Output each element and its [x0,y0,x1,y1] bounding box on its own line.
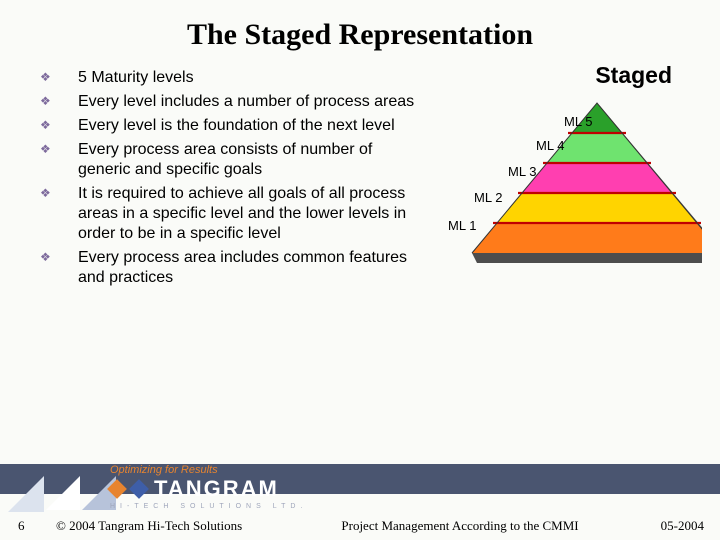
bullet-item: Every process area includes common featu… [40,248,428,288]
page-title: The Staged Representation [0,0,720,52]
logo-square-icon [107,479,127,499]
bullet-list: 5 Maturity levels Every level includes a … [20,68,428,292]
maturity-level-label: ML 2 [474,190,502,205]
logo-square-icon [129,479,149,499]
decorative-triangle-icon [8,476,44,512]
footer: Optimizing for Results TANGRAM HI-TECH S… [0,448,720,540]
footer-center-text: Project Management According to the CMMI [290,518,630,534]
bullet-item: 5 Maturity levels [40,68,428,88]
maturity-level-label: ML 5 [564,114,592,129]
maturity-level-label: ML 3 [508,164,536,179]
maturity-level-label: ML 1 [448,218,476,233]
bullet-item: Every level is the foundation of the nex… [40,116,428,136]
copyright: © 2004 Tangram Hi-Tech Solutions [56,518,290,534]
logo: Optimizing for Results TANGRAM HI-TECH S… [110,464,307,510]
footer-triangles [8,476,116,512]
logo-text: TANGRAM [154,476,279,502]
slide: The Staged Representation 5 Maturity lev… [0,0,720,540]
page-number: 6 [0,518,56,534]
logo-tagline: Optimizing for Results [110,464,307,476]
pyramid-label: Staged [422,62,702,89]
footer-bar: 6 © 2004 Tangram Hi-Tech Solutions Proje… [0,512,720,540]
footer-date: 05-2004 [630,518,720,534]
pyramid-diagram [422,95,702,305]
bullet-item: It is required to achieve all goals of a… [40,184,428,244]
bullet-item: Every process area consists of number of… [40,140,428,180]
decorative-triangle-icon [46,476,80,510]
pyramid-area: Staged ML 5ML 4ML 3 ML 2 ML 1 [422,62,702,322]
logo-subtitle: HI-TECH SOLUTIONS LTD. [110,503,307,510]
bullet-item: Every level includes a number of process… [40,92,428,112]
maturity-level-label: ML 4 [536,138,564,153]
